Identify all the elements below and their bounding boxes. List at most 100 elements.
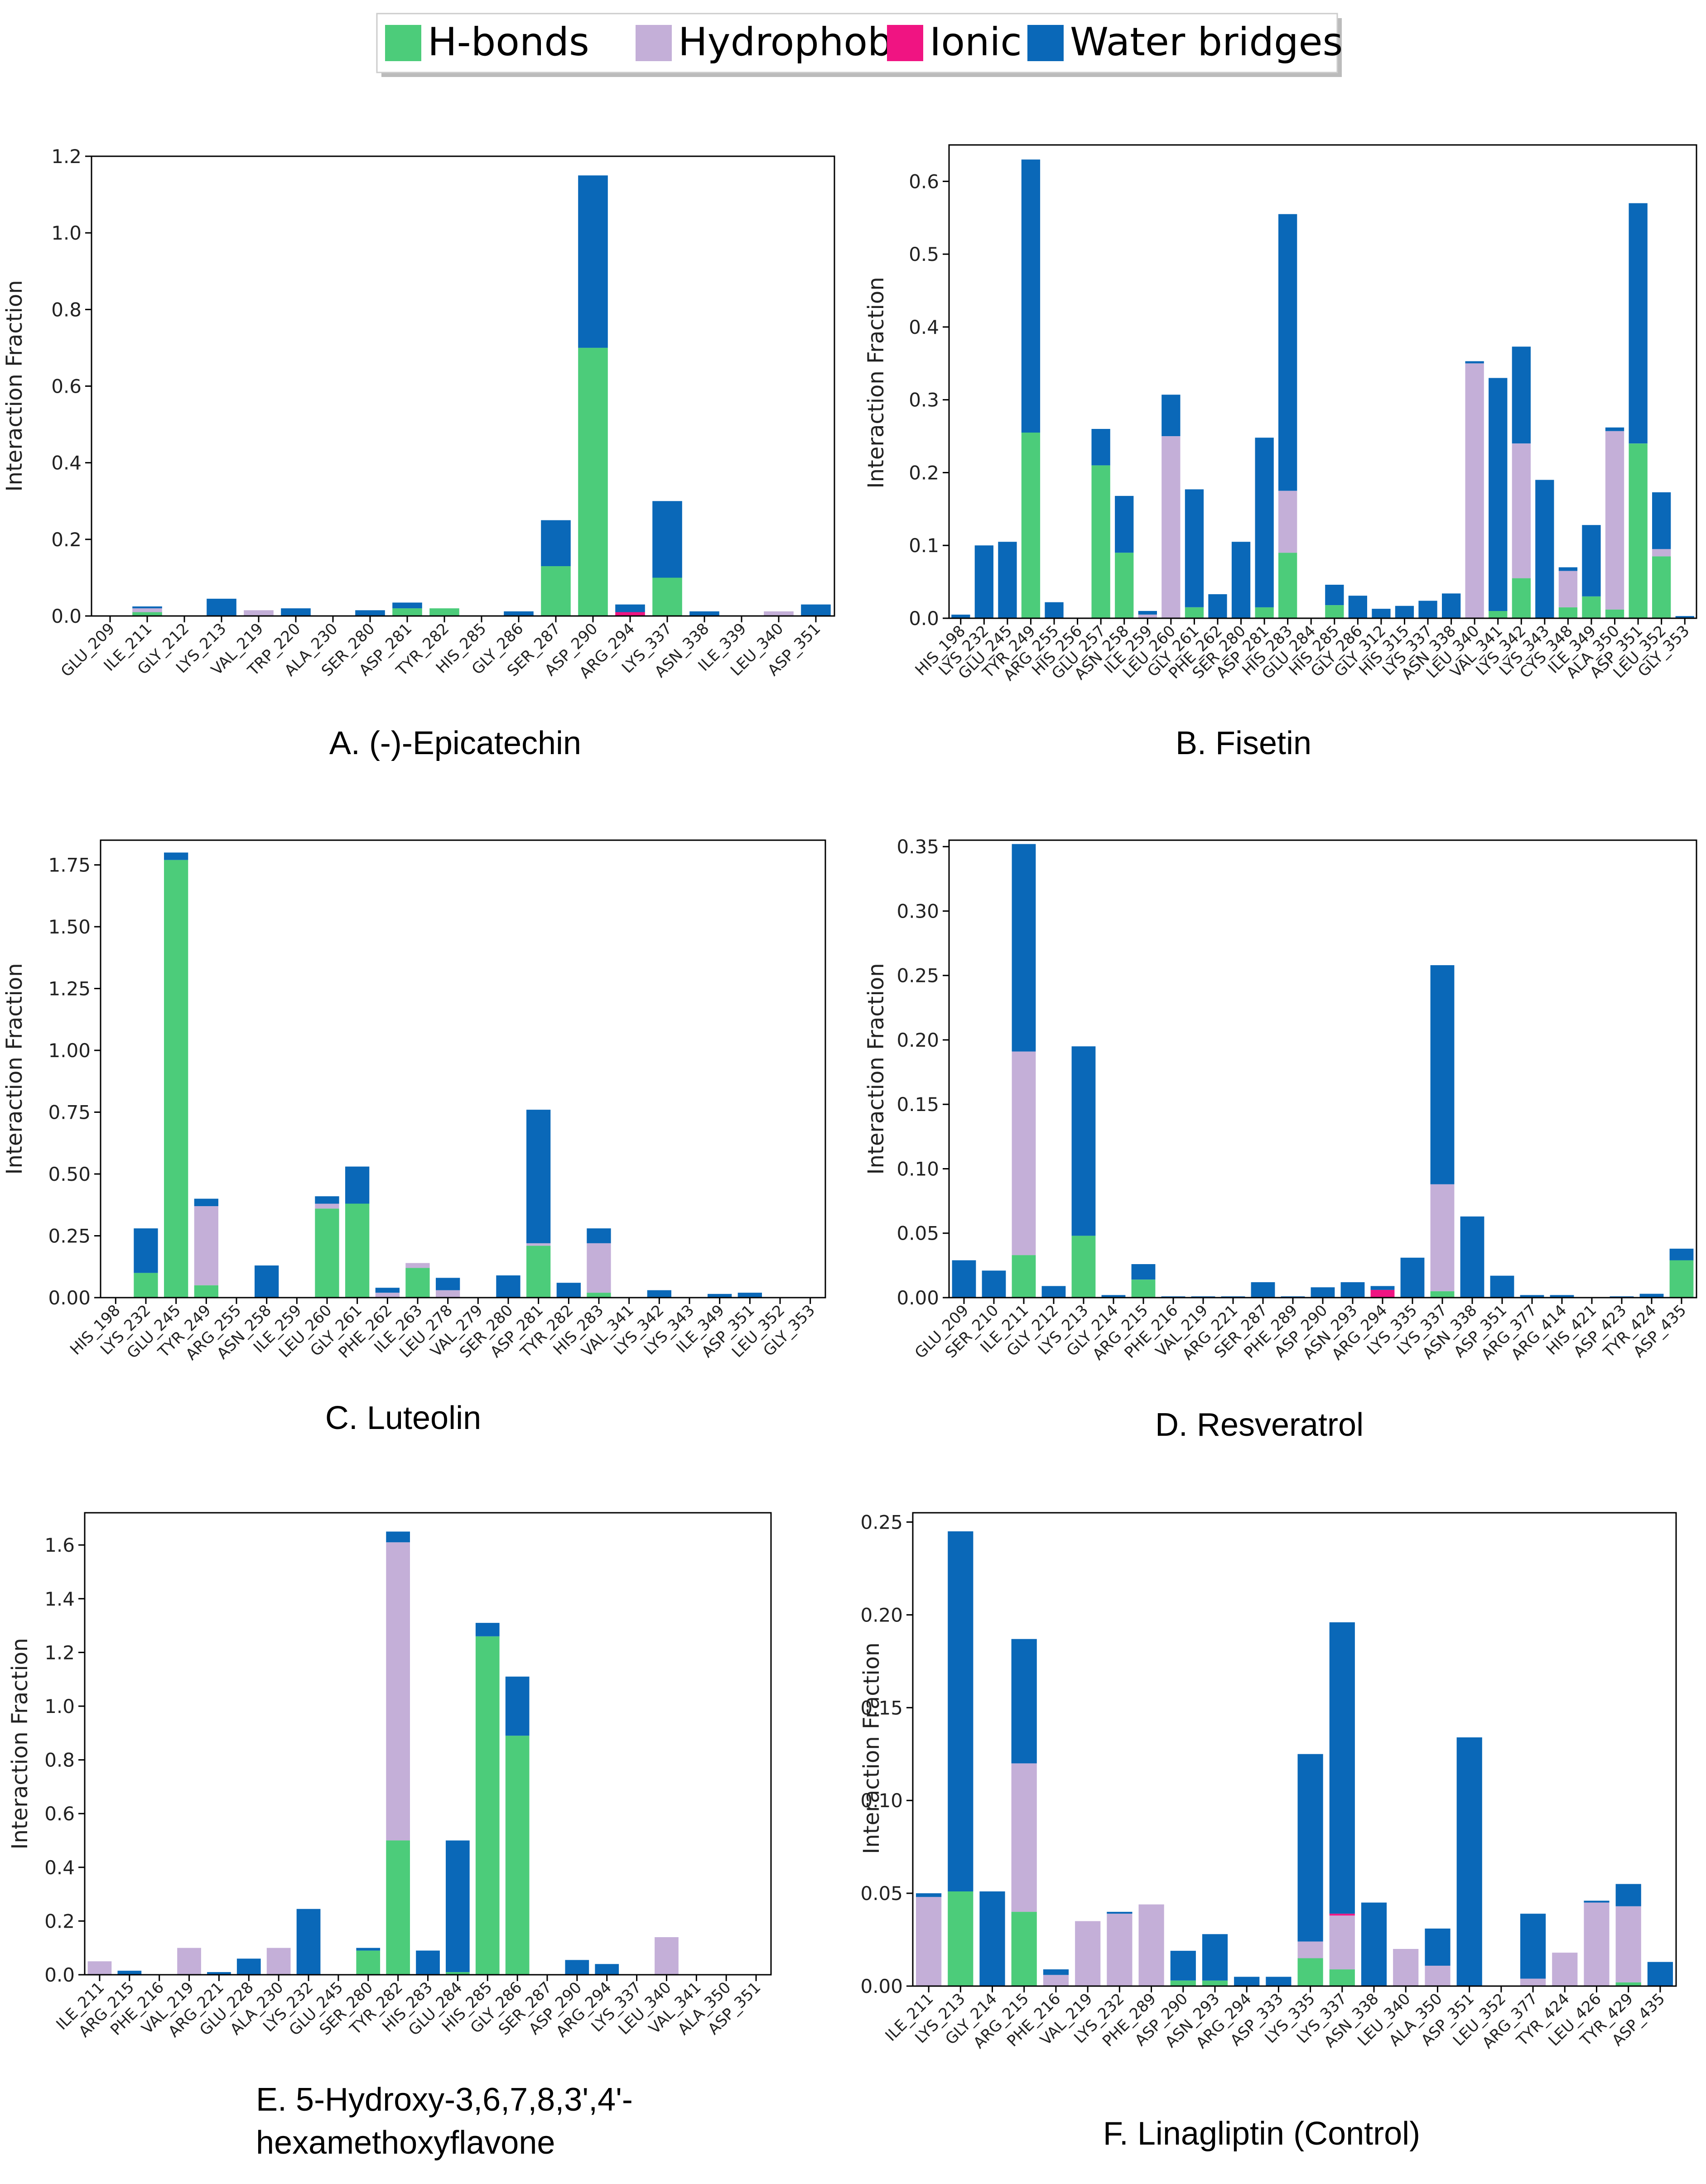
bar-segment-water-bridges-lys_342	[1512, 346, 1531, 444]
bar-segment-hydrophobic-val_219	[1075, 1921, 1101, 1986]
bar-segment-water-bridges-trp_220	[281, 608, 311, 616]
bar-segment-water-bridges-lys_232	[1107, 1912, 1133, 1914]
bar-segment-h-bonds-lys_213	[1071, 1236, 1096, 1298]
y-tick-label: 0.05	[896, 1222, 939, 1245]
y-tick-label: 0.25	[860, 1511, 903, 1533]
bar-segment-h-bonds-arg_215	[1011, 1912, 1037, 1986]
bar-segment-water-bridges-gly_353	[1675, 616, 1694, 618]
bar-segment-h-bonds-his_285	[1325, 605, 1344, 618]
bar-segment-hydrophobic-lys_337	[1329, 1915, 1355, 1970]
plot-frame	[948, 144, 1697, 619]
bar-segment-water-bridges-cys_348	[1558, 567, 1578, 571]
chart-caption: F. Linagliptin (Control)	[1103, 2116, 1420, 2152]
y-tick-label: 0.5	[909, 243, 939, 265]
bar-segment-water-bridges-lys_337	[1418, 601, 1437, 618]
chart-panels: 0.00.20.40.60.81.01.2GLU_209ILE_211GLY_2…	[2, 144, 1697, 2161]
bar-segment-h-bonds-asp_281	[1255, 607, 1274, 618]
legend-label-1: Hydrophobic	[678, 19, 925, 65]
bar-segment-water-bridges-asn_338	[1460, 1216, 1484, 1298]
bar-segment-water-bridges-asp_290	[565, 1960, 589, 1975]
bar-segment-water-bridges-asn_293	[1340, 1282, 1365, 1298]
bar-segment-water-bridges-arg_294	[595, 1964, 619, 1975]
bar-segment-hydrophobic-lys_232	[1107, 1914, 1133, 1986]
y-tick-label: 1.6	[44, 1534, 75, 1556]
plot-frame	[948, 839, 1697, 1299]
bar-segment-h-bonds-asp_290	[578, 347, 608, 616]
bar-segment-water-bridges-asn_293	[1202, 1934, 1228, 1981]
bar-segment-h-bonds-ile_211	[1012, 1255, 1036, 1298]
bar-segment-water-bridges-lys_337	[1430, 965, 1455, 1184]
bar-segment-hydrophobic-tyr_429	[1615, 1906, 1641, 1982]
bar-segment-water-bridges-his_283	[1278, 214, 1297, 491]
legend-box	[376, 13, 1338, 73]
y-tick-label: 0.0	[909, 607, 939, 630]
bar-segment-water-bridges-arg_414	[1550, 1295, 1574, 1298]
chart-caption: A. (-)-Epicatechin	[329, 725, 581, 761]
bar-segment-h-bonds-his_283	[587, 1293, 611, 1298]
bar-segment-water-bridges-asp_281	[392, 602, 422, 609]
bar-segment-h-bonds-val_341	[1489, 611, 1508, 618]
legend-swatch-3	[1027, 25, 1064, 61]
y-tick-label: 0.6	[44, 1803, 75, 1825]
bar-segment-hydrophobic-ile_211	[1012, 1051, 1036, 1256]
y-tick-label: 0.25	[48, 1225, 91, 1247]
bar-segment-h-bonds-lys_342	[1512, 578, 1531, 618]
bar-segment-water-bridges-glu_209	[952, 1260, 976, 1298]
bar-segment-water-bridges-arg_294	[1370, 1286, 1395, 1290]
y-tick-label: 0.10	[896, 1158, 939, 1180]
bar-segment-water-bridges-gly_286	[1348, 596, 1367, 618]
bar-segment-water-bridges-lys_213	[948, 1531, 973, 1891]
chart-caption: C. Luteolin	[325, 1400, 481, 1436]
y-axis-label: Interaction Fraction	[859, 1642, 884, 1854]
bar-segment-water-bridges-asp_351	[1456, 1737, 1482, 1986]
bar-segment-water-bridges-phe_262	[375, 1288, 400, 1293]
bar-segment-hydrophobic-leu_352	[1652, 549, 1671, 557]
y-tick-label: 0.8	[51, 298, 82, 321]
bar-segment-hydrophobic-leu_260	[315, 1203, 339, 1209]
bar-segment-h-bonds-ser_280	[356, 1950, 381, 1975]
bar-segment-h-bonds-glu_284	[446, 1972, 470, 1975]
bar-segment-water-bridges-leu_426	[1584, 1900, 1610, 1903]
bar-segment-water-bridges-his_283	[416, 1950, 440, 1975]
y-tick-label: 0.2	[51, 529, 82, 551]
bar-segment-water-bridges-lys_232	[134, 1228, 158, 1273]
y-tick-label: 0.4	[51, 452, 82, 474]
bar-segment-water-bridges-arg_294	[1234, 1977, 1260, 1986]
bar-segment-h-bonds-lys_337	[1430, 1291, 1455, 1298]
bar-segment-h-bonds-tyr_282	[429, 608, 459, 616]
bar-segment-water-bridges-gly_214	[1101, 1295, 1126, 1298]
bar-segment-water-bridges-lys_343	[1535, 480, 1554, 618]
y-tick-label: 1.25	[48, 978, 91, 1000]
bar-segment-water-bridges-asp_290	[578, 175, 608, 348]
bar-segment-water-bridges-tyr_249	[1021, 159, 1041, 433]
bar-segment-hydrophobic-val_219	[244, 610, 274, 616]
bar-segment-water-bridges-ile_259	[1138, 611, 1157, 615]
y-tick-label: 0.00	[48, 1287, 91, 1309]
bar-segment-water-bridges-ile_349	[708, 1294, 732, 1298]
bar-segment-hydrophobic-ala_350	[1605, 431, 1624, 610]
chart-caption: hexamethoxyflavone	[256, 2125, 555, 2161]
y-axis-label: Interaction Fraction	[7, 1638, 33, 1849]
bar-segment-water-bridges-asp_435	[1669, 1248, 1694, 1260]
bar-segment-hydrophobic-lys_335	[1297, 1941, 1323, 1958]
chart-panel-0: 0.00.20.40.60.81.01.2GLU_209ILE_211GLY_2…	[2, 145, 835, 761]
bar-segment-water-bridges-asp_351	[737, 1293, 762, 1298]
legend-swatch-0	[385, 25, 421, 61]
bar-segment-hydrophobic-leu_426	[1584, 1902, 1610, 1986]
bar-segment-hydrophobic-lys_337	[1430, 1184, 1455, 1291]
bar-segment-h-bonds-gly_261	[345, 1203, 370, 1298]
bar-segment-water-bridges-asp_290	[1311, 1287, 1335, 1298]
y-tick-label: 0.00	[860, 1975, 903, 1997]
chart-panel-5: 0.000.050.100.150.200.25ILE_211LYS_213GL…	[859, 1511, 1677, 2152]
bar-segment-h-bonds-lys_337	[652, 577, 682, 616]
bar-segment-h-bonds-asp_351	[1629, 443, 1648, 618]
y-tick-label: 1.50	[48, 916, 91, 938]
y-tick-label: 0.10	[860, 1790, 903, 1812]
bar-segment-water-bridges-arg_377	[1520, 1295, 1544, 1298]
chart-panel-2: 0.000.250.500.751.001.251.501.75HIS_198L…	[2, 839, 826, 1436]
legend-label-0: H-bonds	[428, 19, 589, 65]
bar-segment-water-bridges-glu_245	[164, 852, 188, 860]
bar-segment-water-bridges-asp_351	[801, 604, 831, 616]
bar-segment-water-bridges-arg_377	[1520, 1914, 1546, 1979]
bar-segment-water-bridges-lys_335	[1297, 1754, 1323, 1942]
